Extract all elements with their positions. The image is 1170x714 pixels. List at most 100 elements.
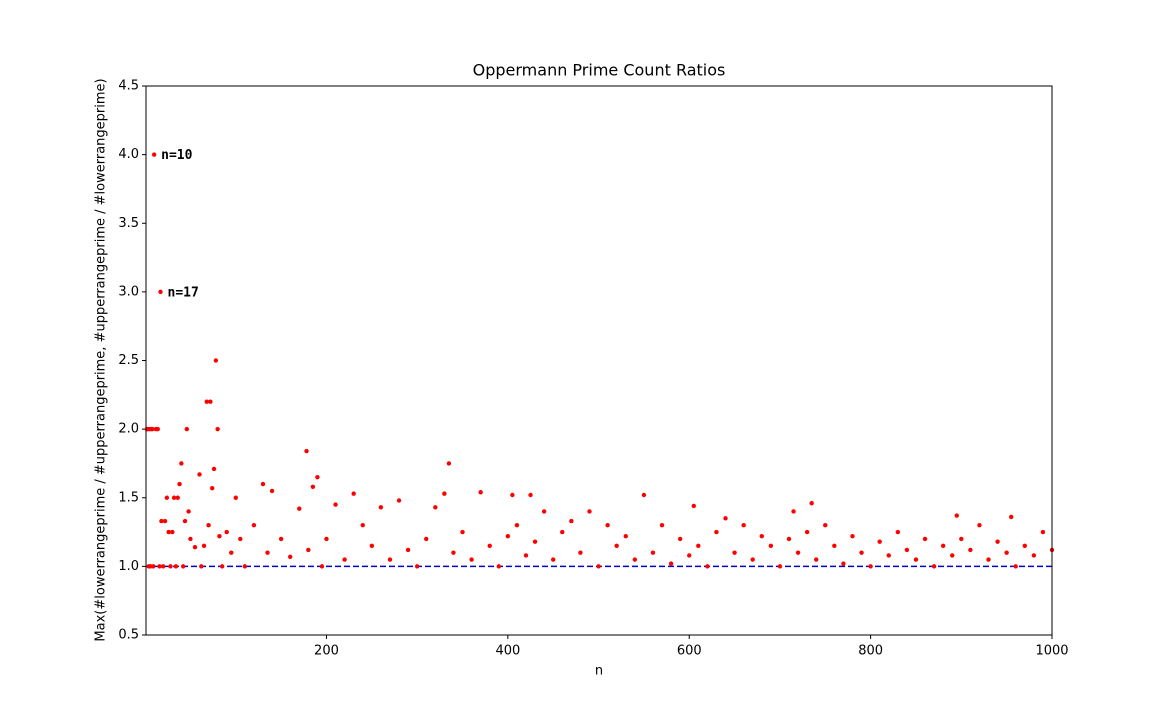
point [324, 536, 329, 542]
point [768, 543, 774, 548]
point [161, 564, 166, 569]
point [587, 509, 592, 514]
point [233, 495, 238, 500]
point [238, 536, 243, 542]
point [387, 557, 393, 562]
point [950, 553, 955, 558]
point [192, 544, 198, 550]
point [342, 557, 347, 562]
point [959, 536, 964, 542]
point [158, 289, 163, 295]
point [197, 472, 202, 477]
point [723, 516, 728, 521]
point [541, 509, 547, 514]
point [1040, 529, 1046, 535]
point [814, 557, 819, 562]
point [360, 523, 365, 528]
point [632, 557, 638, 562]
point [1008, 514, 1014, 520]
point [505, 533, 511, 539]
point [841, 561, 846, 566]
point [297, 506, 302, 511]
point [623, 533, 628, 539]
point [369, 543, 375, 548]
point [469, 557, 474, 562]
point [269, 488, 275, 494]
point [287, 554, 293, 559]
point [741, 523, 746, 528]
point [333, 502, 338, 507]
point [510, 492, 515, 498]
point [850, 533, 855, 539]
y-tick-label: 1.5 [118, 490, 139, 505]
point [460, 529, 465, 535]
point [159, 518, 164, 524]
point [913, 557, 919, 562]
point [215, 426, 220, 432]
point [859, 550, 864, 555]
point [614, 543, 619, 548]
point [446, 461, 452, 466]
point [155, 426, 160, 432]
point [251, 523, 257, 528]
point [173, 564, 179, 569]
point [188, 536, 193, 542]
point [186, 509, 191, 514]
point [922, 536, 928, 542]
point [809, 501, 814, 506]
point [157, 564, 162, 569]
chart-title: Oppermann Prime Count Ratios [473, 61, 726, 80]
point [414, 564, 420, 569]
point [151, 152, 157, 157]
point [691, 503, 696, 509]
point [310, 484, 316, 489]
point [151, 564, 156, 569]
point [224, 529, 229, 535]
point [886, 553, 891, 558]
point [405, 547, 411, 553]
point [213, 358, 219, 363]
point [208, 399, 213, 404]
point [777, 564, 783, 569]
point [868, 564, 873, 569]
point [478, 490, 483, 495]
point [206, 523, 211, 528]
point [378, 505, 384, 510]
point [687, 553, 692, 558]
point [219, 564, 225, 569]
point [795, 550, 801, 555]
point [184, 426, 190, 432]
point [171, 495, 177, 500]
point [182, 518, 188, 524]
point [954, 513, 959, 518]
point [204, 399, 209, 404]
annotation: n=17 [168, 285, 199, 300]
point [832, 543, 837, 548]
point [904, 547, 910, 553]
point [578, 550, 583, 555]
point [170, 529, 175, 535]
point [164, 495, 170, 500]
point [1022, 543, 1027, 548]
point [696, 543, 701, 548]
point [199, 564, 204, 569]
point [211, 466, 217, 472]
point [177, 481, 182, 487]
point [175, 495, 180, 500]
point [523, 553, 529, 558]
y-tick-label: 2.0 [118, 422, 139, 437]
point [977, 523, 982, 528]
point [1013, 564, 1018, 569]
point [532, 539, 538, 544]
point [424, 536, 429, 542]
point [823, 523, 828, 528]
point [940, 543, 946, 548]
x-axis-label: n [595, 664, 603, 679]
point [442, 491, 447, 496]
y-tick-label: 0.5 [118, 628, 139, 643]
y-tick-label: 3.0 [118, 284, 139, 299]
point [304, 448, 309, 454]
point [396, 498, 402, 503]
point [210, 485, 215, 491]
point [168, 564, 173, 569]
